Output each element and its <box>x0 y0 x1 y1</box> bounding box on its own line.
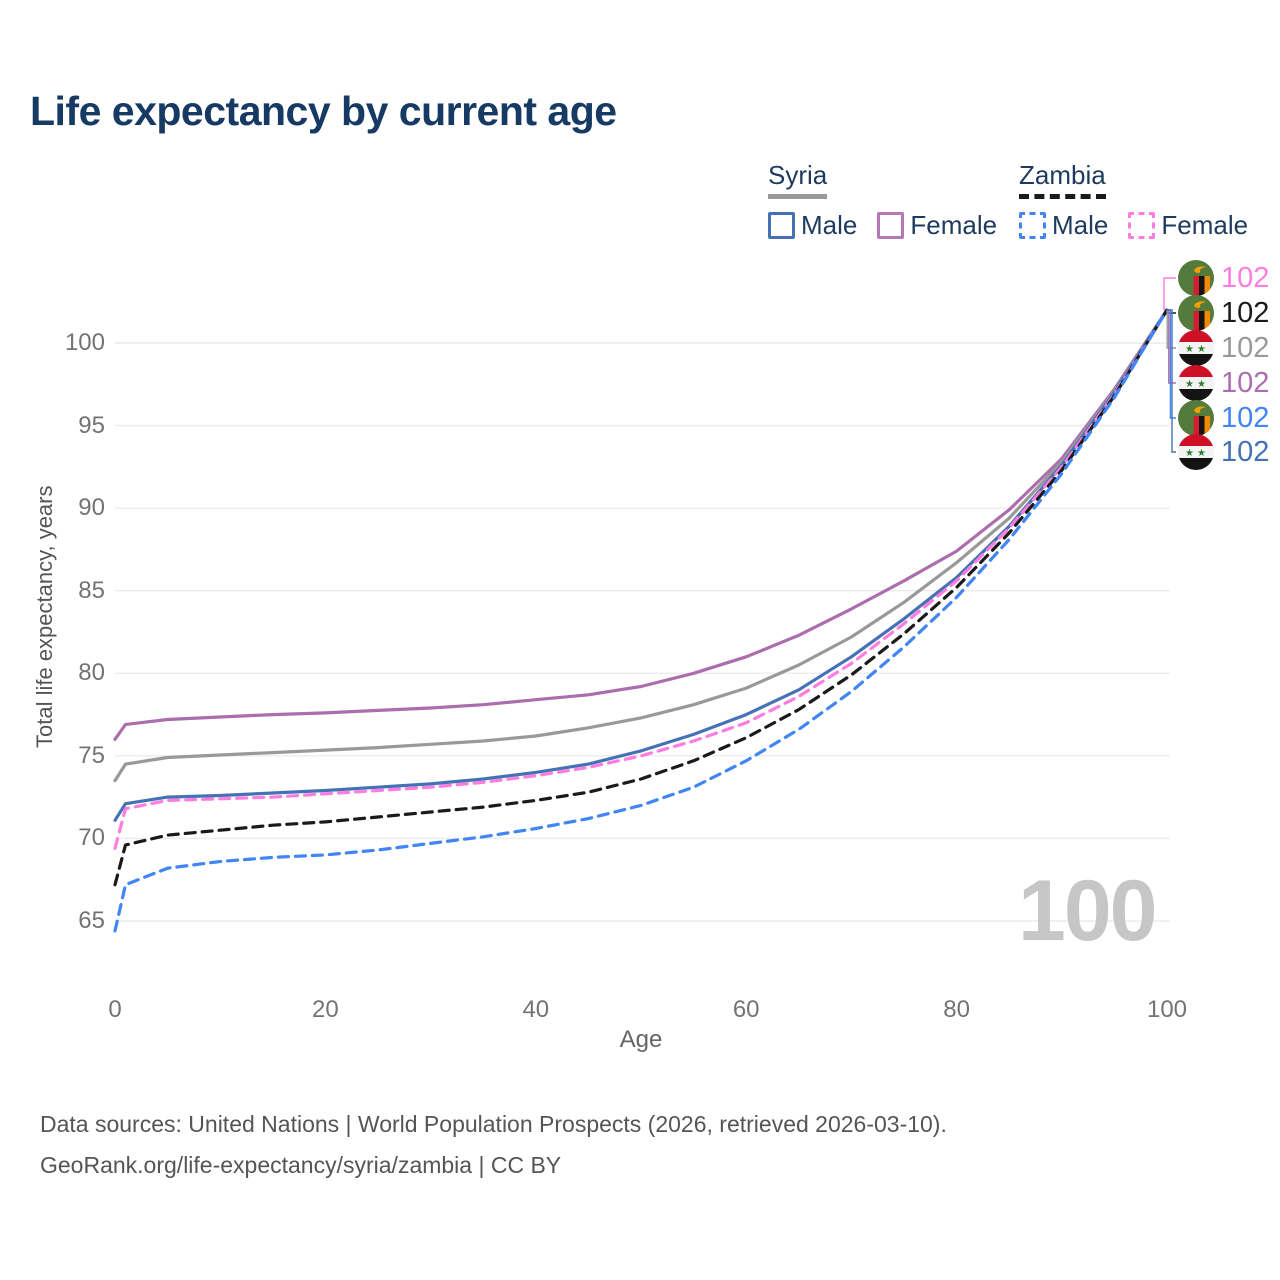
legend-item-syria-male[interactable]: Male <box>768 210 857 241</box>
series-line-zambia-female <box>113 308 1169 850</box>
svg-text:★: ★ <box>1197 379 1206 390</box>
end-label-syria-female: ★ ★ 102 <box>1178 365 1269 401</box>
end-label-syria-both-sexes: ★ ★ 102 <box>1178 330 1269 366</box>
syria-flag-icon: ★ ★ <box>1178 365 1214 401</box>
legend-label: Female <box>910 210 998 240</box>
syria-flag: ★ ★ <box>1178 330 1214 366</box>
end-value: 102 <box>1221 435 1270 468</box>
y-tick-label: 75 <box>78 741 105 769</box>
svg-text:★: ★ <box>1185 448 1194 459</box>
source-footer: Data sources: United Nations | World Pop… <box>40 1104 947 1187</box>
zambia-flag-icon <box>1178 400 1214 436</box>
end-value: 102 <box>1221 296 1270 329</box>
legend-group-syria: Syria Male Female <box>768 160 997 241</box>
x-tick-label: 80 <box>943 996 970 1023</box>
end-value: 102 <box>1221 401 1270 434</box>
source-url-line: GeoRank.org/life-expectancy/syria/zambia… <box>40 1152 562 1179</box>
end-label-zambia-female: 102 <box>1178 260 1269 296</box>
svg-text:★: ★ <box>1185 379 1194 390</box>
y-tick-label: 95 <box>78 411 105 439</box>
series-line-syria-male <box>113 308 1169 822</box>
y-tick-label: 85 <box>78 576 105 604</box>
x-tick-label: 0 <box>108 996 122 1023</box>
end-value: 102 <box>1221 366 1270 399</box>
data-sources-line: Data sources: United Nations | World Pop… <box>40 1111 947 1137</box>
syria-flag-icon: ★ ★ <box>1178 434 1214 470</box>
syria-flag: ★ ★ <box>1178 365 1214 401</box>
end-label-syria-male: ★ ★ 102 <box>1178 434 1269 470</box>
legend-item-zambia-male[interactable]: Male <box>1019 210 1108 241</box>
zambia-flag-icon <box>1178 260 1214 296</box>
series-line-zambia-both-sexes <box>113 308 1169 887</box>
legend-title-syria[interactable]: Syria <box>768 160 828 199</box>
legend-label: Male <box>1052 210 1109 240</box>
y-tick-label: 65 <box>78 907 105 934</box>
legend-label: Female <box>1161 210 1249 240</box>
x-tick-label: 40 <box>522 996 550 1023</box>
age-watermark: 100 <box>1018 863 1157 959</box>
svg-text:★: ★ <box>1197 448 1206 459</box>
end-value: 102 <box>1221 331 1270 364</box>
syria-flag-icon: ★ ★ <box>1178 330 1214 366</box>
svg-text:★: ★ <box>1197 344 1206 355</box>
series-line-syria-both-sexes <box>113 308 1169 783</box>
svg-text:★: ★ <box>1185 344 1194 355</box>
y-tick-label: 90 <box>78 494 105 522</box>
zambia-flag <box>1178 260 1214 296</box>
series-line-syria-female <box>113 308 1169 741</box>
y-tick-label: 80 <box>78 659 105 687</box>
legend-label: Male <box>801 210 858 240</box>
zambia-flag <box>1178 400 1214 436</box>
x-tick-label: 60 <box>732 996 760 1023</box>
x-tick-label: 100 <box>1146 996 1188 1023</box>
syria-female-swatch-icon <box>877 212 905 239</box>
zambia-flag <box>1178 295 1214 331</box>
end-label-zambia-male: 102 <box>1178 400 1269 436</box>
page-title: Life expectancy by current age <box>30 88 617 134</box>
leader-line <box>1163 277 1176 311</box>
zambia-female-swatch-icon <box>1128 212 1156 239</box>
leader-line <box>1167 309 1176 453</box>
end-label-zambia-both-sexes: 102 <box>1178 295 1269 331</box>
end-value: 102 <box>1221 261 1270 294</box>
zambia-male-swatch-icon <box>1019 212 1046 239</box>
legend-group-zambia: Zambia Male Female <box>1019 160 1248 241</box>
legend-item-syria-female[interactable]: Female <box>877 210 997 241</box>
y-tick-label: 100 <box>64 329 105 356</box>
legend-item-zambia-female[interactable]: Female <box>1128 210 1248 241</box>
series-line-zambia-male <box>113 308 1169 933</box>
zambia-flag-icon <box>1178 295 1214 331</box>
legend-title-zambia[interactable]: Zambia <box>1019 160 1106 199</box>
x-tick-label: 20 <box>312 996 339 1023</box>
x-axis-title: Age <box>619 1026 663 1053</box>
syria-flag: ★ ★ <box>1178 434 1214 470</box>
syria-male-swatch-icon <box>768 212 795 239</box>
y-tick-label: 70 <box>78 824 105 852</box>
